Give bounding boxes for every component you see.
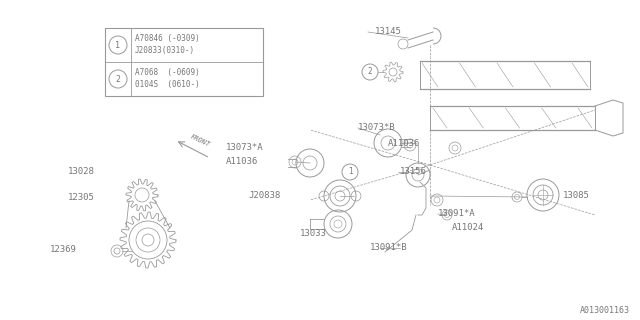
Text: 13085: 13085 (563, 191, 590, 201)
Text: 13073*B: 13073*B (358, 124, 396, 132)
Text: 13091*B: 13091*B (370, 244, 408, 252)
Text: 13091*A: 13091*A (438, 210, 476, 219)
Text: 2: 2 (115, 75, 120, 84)
Text: 13073*A: 13073*A (226, 143, 264, 153)
Text: 1: 1 (115, 41, 120, 50)
Text: FRONT: FRONT (189, 133, 211, 148)
Text: J20833(0310-): J20833(0310-) (135, 46, 195, 55)
Text: 13033: 13033 (300, 229, 327, 238)
Text: A70846 (-0309): A70846 (-0309) (135, 35, 200, 44)
Text: A7068  (-0609): A7068 (-0609) (135, 68, 200, 77)
Text: J20838: J20838 (248, 191, 280, 201)
Text: A11036: A11036 (388, 139, 420, 148)
Text: 12369: 12369 (50, 244, 77, 253)
Text: 13028: 13028 (68, 167, 95, 177)
Text: A013001163: A013001163 (580, 306, 630, 315)
Text: 1: 1 (348, 167, 352, 177)
Text: A11024: A11024 (452, 223, 484, 233)
Text: 0104S  (0610-): 0104S (0610-) (135, 81, 200, 90)
Text: A11036: A11036 (226, 157, 259, 166)
Text: 2: 2 (368, 68, 372, 76)
Bar (105, 28, 263, 96)
Text: 13145: 13145 (375, 28, 402, 36)
Text: 12305: 12305 (68, 194, 95, 203)
Text: 13156: 13156 (400, 167, 427, 177)
